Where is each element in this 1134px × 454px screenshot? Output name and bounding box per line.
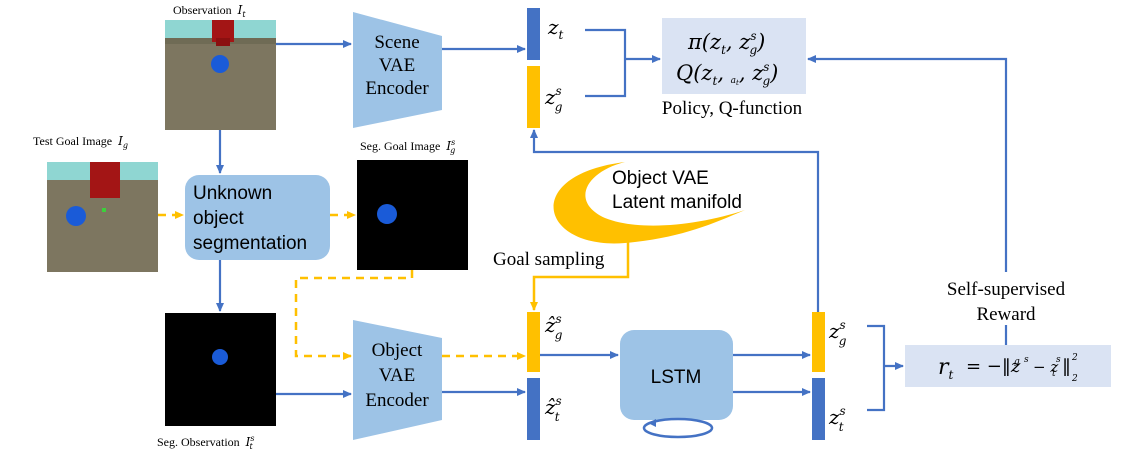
seg-observation-image <box>165 313 276 426</box>
hat-z-t-label: ẑs t <box>544 394 562 424</box>
svg-text:s: s <box>1024 355 1029 365</box>
hat-z-g-bar <box>527 312 540 372</box>
svg-text:Object VAE: Object VAE <box>612 168 709 189</box>
svg-text:s: s <box>1056 355 1061 365</box>
reward-label-line2: Reward <box>976 304 1036 325</box>
svg-text:object: object <box>193 208 244 229</box>
svg-text:2: 2 <box>1071 353 1078 363</box>
reward-label-line1: Self-supervised <box>947 279 1066 300</box>
seg-goal-image <box>357 160 468 270</box>
blue-connectors <box>216 28 1008 412</box>
svg-text:g: g <box>1014 357 1020 367</box>
svg-text:Encoder: Encoder <box>365 78 429 99</box>
svg-text:LSTM: LSTM <box>651 367 702 388</box>
z-t-s-out-bar <box>812 378 825 440</box>
yellow-connectors <box>158 211 630 360</box>
z-t-s-out-label: zs t <box>828 404 846 434</box>
lstm-recurrence-icon <box>642 417 714 439</box>
hat-z-g-label: ẑs g <box>544 312 563 342</box>
policy-q: Q(zt, at, zs g) <box>676 60 778 88</box>
z-g-s-label: zs g <box>544 84 563 114</box>
svg-text:segmentation: segmentation <box>193 233 307 254</box>
svg-text:t: t <box>1052 369 1056 379</box>
hat-z-t-bar <box>527 378 540 440</box>
test-goal-caption: Test Goal Image Ig <box>33 134 128 150</box>
svg-text:‖: ‖ <box>1062 356 1071 377</box>
svg-text:2: 2 <box>1071 374 1078 384</box>
svg-text:rt: rt <box>938 355 954 382</box>
policy-q-box: π(zt, zs g) Q(zt, at, zs g) <box>662 18 806 94</box>
reward-box: rt = −‖z g s − z s t ‖ 2 2 <box>905 345 1111 387</box>
latent-manifold: Object VAE Latent manifold <box>553 162 745 244</box>
policy-pi: π(zt, zs g) <box>687 29 765 57</box>
policy-caption: Policy, Q-function <box>662 98 803 119</box>
object-vae-encoder: Object VAE Encoder <box>353 320 442 440</box>
svg-text:= −‖z: = −‖z <box>966 356 1021 377</box>
observation-caption: Observation It <box>173 3 246 19</box>
z-g-s-out-bar <box>812 312 825 372</box>
segmentation-box: Unknown object segmentation <box>185 175 330 260</box>
z-g-s-bar <box>527 66 540 128</box>
observation-image <box>165 20 276 130</box>
svg-text:Scene: Scene <box>374 32 419 53</box>
scene-vae-encoder: Scene VAE Encoder <box>353 12 442 128</box>
svg-text:Latent manifold: Latent manifold <box>612 192 742 213</box>
goal-sampling-label: Goal sampling <box>493 249 605 270</box>
z-t-bar <box>527 8 540 60</box>
svg-text:Unknown: Unknown <box>193 183 272 204</box>
svg-text:Encoder: Encoder <box>365 390 429 411</box>
test-goal-image <box>47 162 158 272</box>
z-g-s-out-label: zs g <box>828 318 847 348</box>
lstm-box: LSTM <box>620 330 733 420</box>
seg-goal-caption: Seg. Goal Image Is g <box>360 138 455 155</box>
z-t-label: zt <box>547 15 564 42</box>
svg-text:− z: − z <box>1033 358 1058 376</box>
svg-text:VAE: VAE <box>379 365 416 386</box>
svg-text:VAE: VAE <box>379 55 416 76</box>
seg-observation-caption: Seg. Observation Is t <box>157 434 255 451</box>
svg-text:Object: Object <box>372 340 423 361</box>
